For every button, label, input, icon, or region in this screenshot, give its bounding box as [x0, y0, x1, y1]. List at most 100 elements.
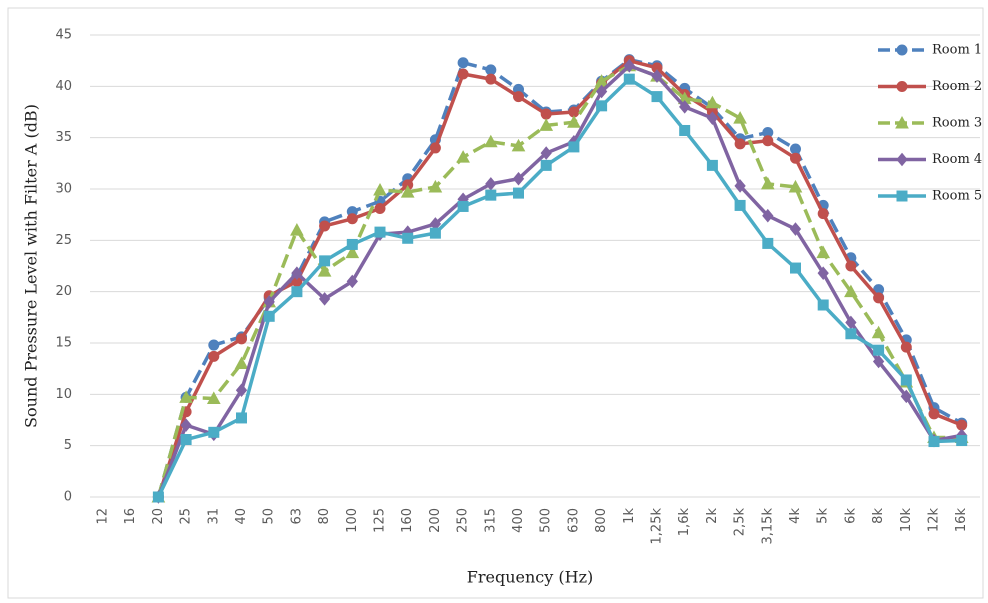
data-point	[374, 203, 386, 215]
x-tick-label: 500	[539, 508, 554, 533]
data-point	[623, 59, 635, 73]
data-point	[788, 179, 803, 193]
data-point	[318, 292, 331, 306]
data-point	[540, 146, 552, 160]
x-tick-label: 40	[234, 508, 249, 525]
data-point	[816, 245, 831, 259]
data-point	[900, 389, 912, 404]
x-tick-label: 1k	[622, 508, 637, 524]
legend-marker	[896, 81, 908, 92]
x-tick-label: 20	[151, 508, 166, 525]
series-line	[156, 64, 963, 498]
data-point	[346, 274, 358, 289]
data-point	[179, 390, 193, 403]
data-point	[539, 118, 554, 131]
data-point	[845, 328, 857, 340]
x-tick-label: 25	[179, 508, 194, 525]
data-point	[206, 391, 221, 404]
data-point	[456, 150, 470, 163]
data-point	[180, 434, 192, 446]
data-point	[512, 171, 525, 186]
x-tick-label: 8k	[871, 508, 886, 524]
x-tick-label: 100	[345, 508, 360, 533]
x-tick-label: 125	[373, 508, 388, 533]
data-point	[596, 100, 608, 112]
data-point	[817, 266, 829, 280]
y-tick-label: 40	[55, 79, 72, 94]
data-point	[790, 262, 801, 274]
data-point	[733, 111, 747, 124]
data-point	[346, 213, 358, 225]
data-point	[485, 64, 497, 76]
legend-marker	[896, 44, 908, 56]
data-point	[760, 176, 775, 190]
data-point	[900, 374, 912, 386]
x-axis-title: Frequency (Hz)	[467, 568, 594, 587]
data-point	[705, 95, 720, 109]
y-tick-label: 0	[64, 490, 72, 505]
data-point	[429, 142, 441, 154]
data-point	[457, 57, 469, 69]
data-point	[762, 208, 774, 223]
data-point	[928, 436, 940, 448]
data-point	[900, 341, 912, 353]
data-point	[513, 187, 524, 199]
data-point	[790, 143, 801, 155]
data-point	[319, 255, 331, 267]
data-point	[319, 220, 331, 232]
series-line	[156, 64, 962, 498]
y-tick-label: 10	[55, 387, 72, 402]
x-tick-label: 1,6k	[677, 508, 692, 537]
legend-label: Room 5	[932, 189, 982, 204]
data-point	[457, 68, 469, 80]
series	[151, 58, 969, 503]
x-tick-label: 31	[206, 508, 221, 525]
data-point	[567, 115, 581, 128]
data-point	[844, 284, 858, 298]
x-tick-label: 12	[96, 508, 111, 525]
data-point	[651, 91, 663, 103]
data-point	[236, 412, 247, 424]
data-point	[263, 310, 275, 322]
x-tick-label: 63	[289, 508, 304, 525]
data-point	[623, 73, 635, 85]
x-tick-label: 800	[594, 508, 609, 533]
data-point	[872, 354, 885, 369]
y-tick-label: 15	[55, 336, 72, 351]
data-point	[817, 299, 829, 311]
x-tick-label: 400	[511, 508, 526, 533]
legend-marker	[896, 152, 908, 167]
data-point	[402, 232, 414, 244]
legend-marker	[896, 190, 908, 202]
series	[152, 55, 968, 503]
y-tick-label: 5	[64, 438, 72, 453]
data-point	[540, 108, 552, 120]
data-point	[734, 179, 746, 193]
data-point	[651, 69, 663, 83]
data-point	[263, 295, 275, 309]
data-point	[956, 435, 968, 447]
data-point	[483, 134, 498, 148]
data-point	[429, 227, 441, 239]
data-point	[679, 124, 691, 136]
data-point	[928, 408, 940, 420]
x-tick-label: 5k	[816, 508, 831, 524]
data-point	[346, 238, 358, 250]
legend-marker	[895, 115, 909, 129]
data-point	[568, 141, 580, 153]
x-tick-label: 12k	[927, 508, 942, 533]
data-point	[208, 339, 220, 351]
legend-label: Room 2	[932, 79, 982, 94]
data-point	[152, 491, 164, 503]
data-point	[485, 73, 497, 85]
data-point	[595, 84, 608, 99]
x-tick-label: 250	[456, 508, 471, 533]
x-tick-label: 50	[262, 508, 277, 525]
data-point	[817, 208, 829, 220]
y-tick-label: 35	[55, 130, 72, 145]
data-point	[873, 292, 885, 304]
x-tick-label: 315	[483, 508, 498, 533]
y-tick-label: 30	[55, 182, 72, 197]
data-point	[762, 135, 774, 147]
